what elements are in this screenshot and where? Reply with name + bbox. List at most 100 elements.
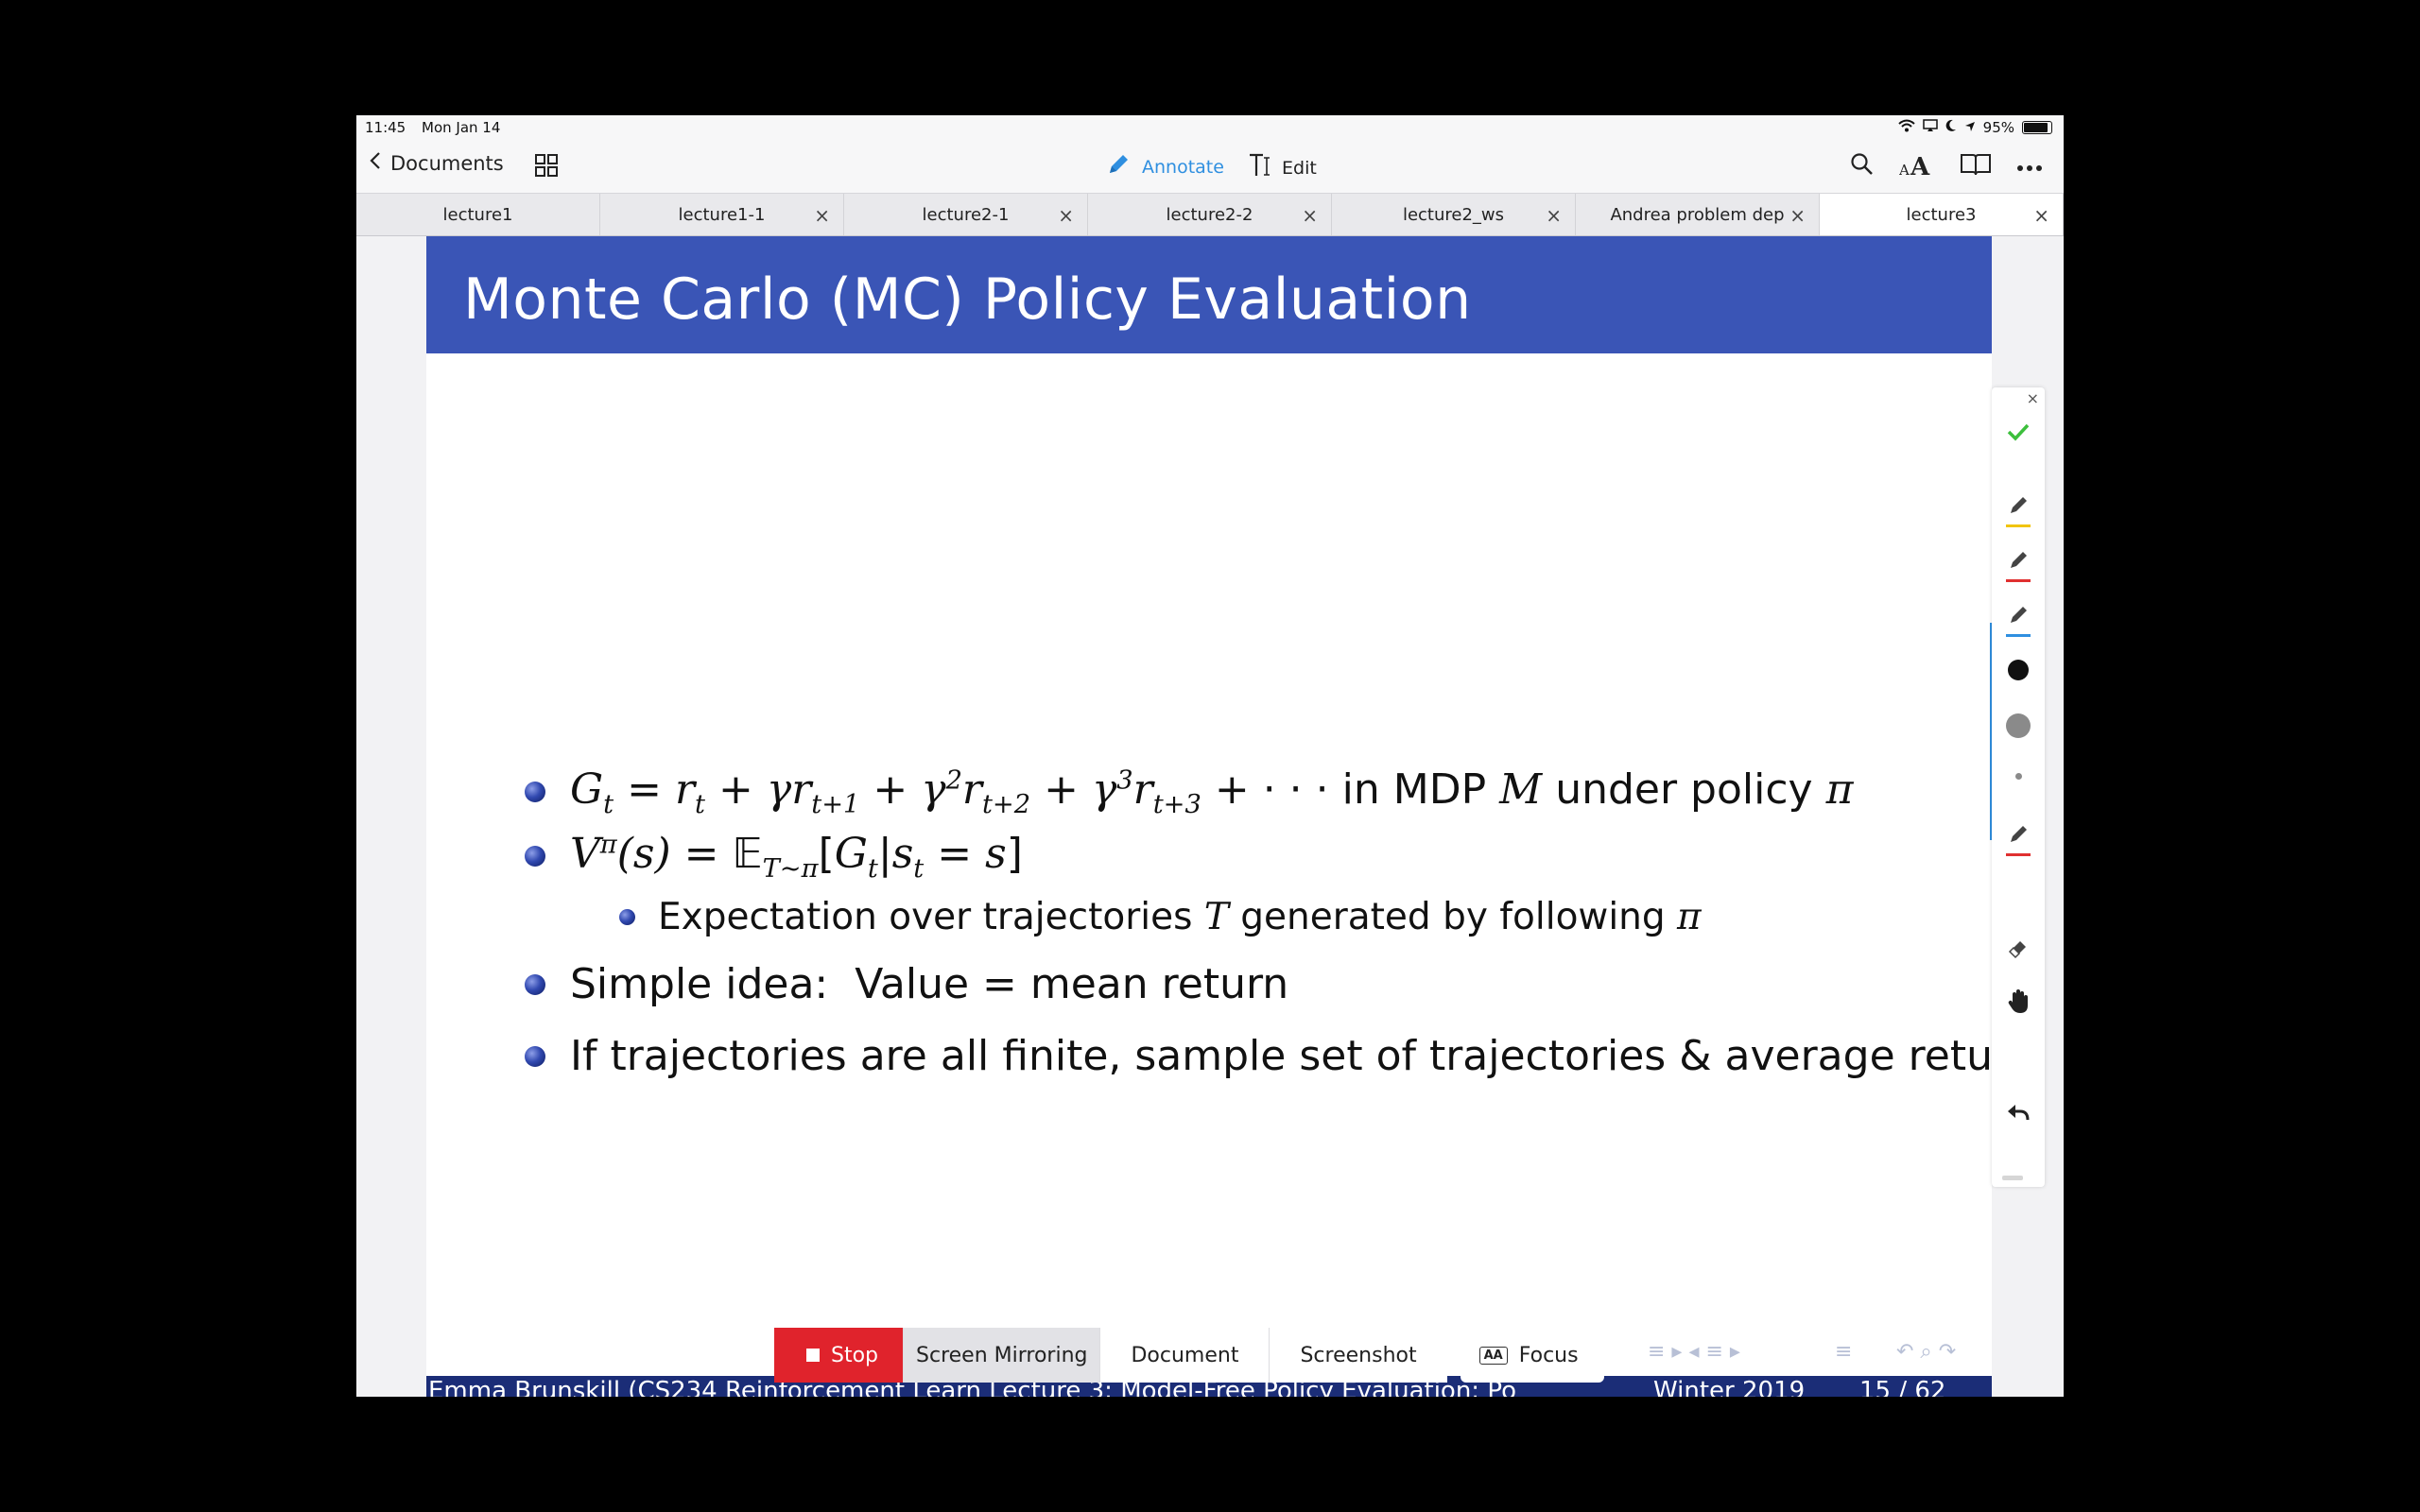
tab-label: lecture2-2 <box>1166 204 1253 225</box>
ipad-screen: 11:45 Mon Jan 14 95% Documents <box>356 115 2064 1397</box>
highlighter-yellow-tool[interactable] <box>1992 493 2045 531</box>
close-tab-icon[interactable]: × <box>1789 204 1806 227</box>
search-icon <box>1850 153 1875 180</box>
red-color-bar <box>2006 853 2031 856</box>
checkmark-icon <box>2006 421 2031 446</box>
annotation-toolbar: × <box>1992 387 2045 1187</box>
bullet1-in-mdp: in MDP <box>1341 765 1487 814</box>
annotate-label: Annotate <box>1142 156 1224 178</box>
pen-red-tool[interactable] <box>1992 548 2045 586</box>
screen-mirroring-status-icon <box>1922 119 1938 136</box>
focus-button[interactable]: AA Focus <box>1460 1328 1604 1383</box>
stroke-small-swatch[interactable] <box>1992 773 2045 780</box>
slide-title: Monte Carlo (MC) Policy Evaluation <box>463 266 1472 333</box>
search-button[interactable] <box>1850 152 1875 180</box>
tab-andrea-problem-dep[interactable]: Andrea problem dep × <box>1576 194 1820 235</box>
subbullet-mid: generated by following <box>1240 896 1666 938</box>
close-toolbar-button[interactable]: × <box>2026 389 2039 407</box>
screen-mirroring-option[interactable]: Screen Mirroring <box>903 1328 1100 1383</box>
status-right: 95% <box>1897 119 2052 136</box>
footer-date: Winter 2019 <box>1653 1377 1806 1397</box>
pdf-slide-page[interactable]: Monte Carlo (MC) Policy Evaluation Gt = … <box>426 236 1992 1397</box>
wifi-icon <box>1897 119 1915 136</box>
toolbar-active-indicator <box>1990 623 1993 840</box>
bullet-marker <box>525 973 545 995</box>
bullet-value-definition: Vπ(s) = 𝔼T∼π[Gt|st = s] <box>525 830 1023 884</box>
pencil-icon <box>1106 152 1131 181</box>
moon-icon <box>1945 119 1957 136</box>
bullet-simple-idea-text: Simple idea: Value = mean return <box>570 960 1289 1008</box>
pen-red-thin-tool[interactable] <box>1992 822 2045 860</box>
grid-view-button[interactable] <box>534 153 559 181</box>
close-tab-icon[interactable]: × <box>1058 204 1074 227</box>
stop-recording-button[interactable]: Stop <box>774 1328 904 1383</box>
pen-blue-tool[interactable] <box>1992 603 2045 641</box>
hand-icon <box>2006 988 2031 1019</box>
bullet-simple-idea: Simple idea: Value = mean return <box>525 960 1288 1008</box>
footer-author-title: Emma Brunskill (CS234 Reinforcement Lear… <box>428 1377 1516 1397</box>
back-to-documents-button[interactable]: Documents <box>370 151 504 175</box>
annotate-mode-button[interactable]: Annotate <box>1106 152 1224 181</box>
footer-page-number: 15 / 62 <box>1859 1377 1946 1397</box>
edit-mode-button[interactable]: Edit <box>1248 152 1317 183</box>
subbullet-pre: Expectation over trajectories <box>658 896 1193 938</box>
tab-lecture2-ws[interactable]: lecture2_ws × <box>1332 194 1576 235</box>
close-tab-icon[interactable]: × <box>814 204 830 227</box>
bullet-finite-text: If trajectories are all finite, sample s… <box>570 1032 1992 1080</box>
bullet-marker <box>525 846 545 868</box>
beamer-nav-icons: ≡ ▸ ◂ ≡ ▸ <box>1648 1340 1740 1364</box>
back-label: Documents <box>390 151 504 175</box>
battery-percent: 95% <box>1982 119 2014 136</box>
tab-label: lecture3 <box>1906 204 1977 225</box>
close-tab-icon[interactable]: × <box>2033 204 2049 227</box>
close-tab-icon[interactable]: × <box>1302 204 1318 227</box>
tab-lecture1-1[interactable]: lecture1-1 × <box>600 194 844 235</box>
tab-label: lecture2-1 <box>922 204 1010 225</box>
book-icon <box>1960 154 1992 180</box>
screen-mirroring-label: Screen Mirroring <box>916 1343 1088 1367</box>
close-tab-icon[interactable]: × <box>1546 204 1562 227</box>
tab-lecture1[interactable]: lecture1 <box>356 194 600 235</box>
done-button[interactable] <box>1992 421 2045 446</box>
gray-dot-icon <box>2006 713 2031 738</box>
focus-aa-icon: AA <box>1478 1346 1508 1365</box>
document-label: Document <box>1131 1343 1239 1367</box>
tab-lecture2-1[interactable]: lecture2-1 × <box>844 194 1088 235</box>
screenshot-label: Screenshot <box>1300 1343 1417 1367</box>
stop-label: Stop <box>831 1343 879 1367</box>
hand-tool[interactable] <box>1992 988 2045 1019</box>
ellipsis-icon <box>2016 158 2043 176</box>
bullet-marker <box>525 1045 545 1067</box>
tab-lecture3[interactable]: lecture3 × <box>1820 194 2064 235</box>
toolbar-drag-handle[interactable] <box>2002 1176 2023 1180</box>
status-left: 11:45 Mon Jan 14 <box>365 119 511 136</box>
pen-icon <box>2006 493 2031 531</box>
tab-lecture2-2[interactable]: lecture2-2 × <box>1088 194 1332 235</box>
document-option[interactable]: Document <box>1099 1328 1270 1383</box>
eraser-icon <box>2006 936 2031 964</box>
bullet-finite-trajectories: If trajectories are all finite, sample s… <box>525 1032 1992 1080</box>
stop-square-icon <box>806 1349 820 1362</box>
bullet-value-text: Vπ(s) = 𝔼T∼π[Gt|st = s] <box>570 830 1023 884</box>
edit-label: Edit <box>1282 157 1317 179</box>
svg-text:A: A <box>1910 153 1930 178</box>
small-dot-icon <box>2014 773 2022 780</box>
eraser-tool[interactable] <box>1992 936 2045 964</box>
screenshot-option[interactable]: Screenshot <box>1269 1328 1447 1383</box>
tab-label: lecture1 <box>442 204 513 225</box>
color-black-swatch[interactable] <box>1992 660 2045 680</box>
undo-button[interactable] <box>1992 1102 2045 1126</box>
text-cursor-icon <box>1248 152 1272 183</box>
tab-label: lecture1-1 <box>678 204 766 225</box>
bullet-return-text: Gt = rt + γrt+1 + γ2rt+2 + γ3rt+3 + · · … <box>570 765 1854 819</box>
focus-label: Focus <box>1518 1343 1579 1367</box>
red-color-bar <box>2006 579 2031 582</box>
slide-title-bar: Monte Carlo (MC) Policy Evaluation <box>426 236 1992 353</box>
color-gray-swatch[interactable] <box>1992 713 2045 738</box>
reader-view-button[interactable] <box>1960 152 1992 180</box>
more-options-button[interactable] <box>2016 158 2043 176</box>
location-icon <box>1964 119 1976 136</box>
